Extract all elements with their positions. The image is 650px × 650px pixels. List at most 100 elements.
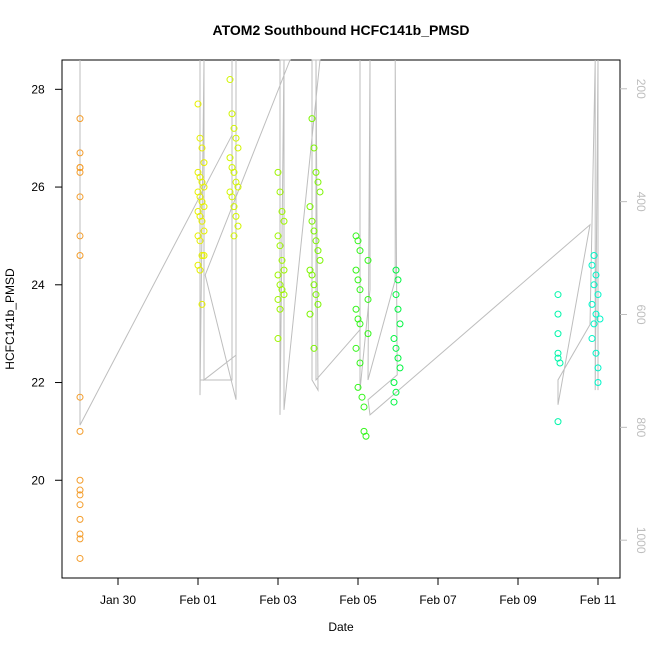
point <box>276 305 284 313</box>
point <box>76 554 84 562</box>
point <box>76 193 84 201</box>
point <box>230 203 238 211</box>
point <box>352 266 360 274</box>
point <box>76 515 84 523</box>
point <box>280 266 288 274</box>
y2-tick-label: 800 <box>634 417 648 437</box>
point <box>354 237 362 245</box>
point <box>392 291 400 299</box>
point <box>364 295 372 303</box>
point <box>594 364 602 372</box>
point <box>308 115 316 123</box>
y-axis-label: HCFC141b_PMSD <box>3 268 17 370</box>
x-axis-label: Date <box>328 620 354 634</box>
y-tick-label: 28 <box>31 82 45 96</box>
point <box>352 305 360 313</box>
point <box>390 398 398 406</box>
point <box>390 379 398 387</box>
point <box>274 335 282 343</box>
point <box>590 251 598 259</box>
point <box>308 217 316 225</box>
point <box>280 291 288 299</box>
point <box>554 291 562 299</box>
point <box>200 203 208 211</box>
point <box>228 193 236 201</box>
point <box>198 251 206 259</box>
y2-tick-label: 1000 <box>634 527 648 554</box>
y2-tick-label: 200 <box>634 79 648 99</box>
point <box>198 300 206 308</box>
point <box>314 247 322 255</box>
point <box>312 291 320 299</box>
point <box>396 364 404 372</box>
point <box>274 295 282 303</box>
y2-tick-label: 600 <box>634 304 648 324</box>
x-tick-label: Feb 01 <box>179 593 217 607</box>
point <box>306 310 314 318</box>
point <box>196 266 204 274</box>
point <box>590 320 598 328</box>
point <box>196 237 204 245</box>
point <box>76 251 84 259</box>
point <box>316 188 324 196</box>
chart-title: ATOM2 Southbound HCFC141b_PMSD <box>213 22 470 38</box>
point <box>76 501 84 509</box>
point <box>76 164 84 172</box>
point <box>274 232 282 240</box>
point <box>390 335 398 343</box>
x-tick-label: Feb 03 <box>259 593 297 607</box>
point <box>310 344 318 352</box>
point <box>554 418 562 426</box>
point <box>312 237 320 245</box>
point <box>226 76 234 84</box>
point <box>594 291 602 299</box>
point <box>230 232 238 240</box>
x-tick-label: Feb 07 <box>419 593 457 607</box>
point <box>394 354 402 362</box>
point <box>588 300 596 308</box>
point <box>554 349 562 357</box>
point <box>226 154 234 162</box>
point <box>356 320 364 328</box>
point <box>234 183 242 191</box>
point <box>356 247 364 255</box>
point <box>596 315 604 323</box>
point <box>232 134 240 142</box>
point <box>76 530 84 538</box>
point <box>554 330 562 338</box>
plot-frame <box>61 59 621 579</box>
point <box>392 266 400 274</box>
point <box>592 310 600 318</box>
point <box>278 207 286 215</box>
point <box>230 168 238 176</box>
point <box>556 359 564 367</box>
point <box>76 115 84 123</box>
point <box>592 349 600 357</box>
y-tick-label: 22 <box>31 376 45 390</box>
point <box>230 124 238 132</box>
point <box>76 535 84 543</box>
point <box>198 144 206 152</box>
point <box>394 305 402 313</box>
point <box>76 393 84 401</box>
x-tick-label: Feb 05 <box>339 593 377 607</box>
y2-tick-label: 400 <box>634 192 648 212</box>
point <box>310 144 318 152</box>
point <box>354 276 362 284</box>
point <box>356 359 364 367</box>
point <box>274 168 282 176</box>
point <box>278 256 286 264</box>
point <box>76 476 84 484</box>
point <box>356 286 364 294</box>
point <box>312 168 320 176</box>
point <box>200 159 208 167</box>
point <box>354 383 362 391</box>
point <box>310 227 318 235</box>
x-tick-label: Jan 30 <box>100 593 136 607</box>
point <box>588 261 596 269</box>
point <box>588 335 596 343</box>
point <box>276 242 284 250</box>
point <box>394 276 402 284</box>
point <box>280 217 288 225</box>
